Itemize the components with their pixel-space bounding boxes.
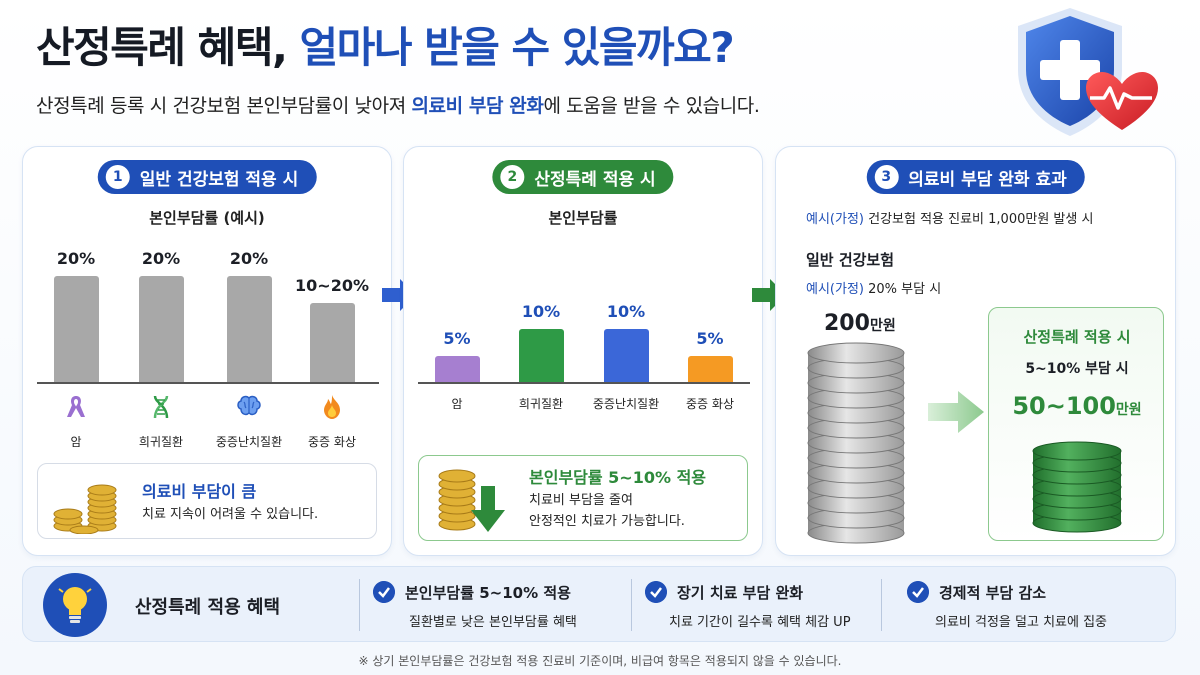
flame-icon xyxy=(324,395,340,419)
bar-column: 10% xyxy=(586,302,666,382)
bar-chart-general: 20% 20% 20% 10~20% xyxy=(23,237,393,382)
bar-column: 20% xyxy=(209,249,289,382)
card-text: 안정적인 치료가 가능합니다. xyxy=(529,514,685,529)
card-heading: 의료비 부담이 큼 xyxy=(142,482,257,501)
general-amount: 200만원 xyxy=(824,311,896,336)
bar-value-label: 5% xyxy=(696,328,724,348)
panel-relief-effect: 3 의료비 부담 완화 효과 예시(가정) 건강보험 적용 진료비 1,000만… xyxy=(775,146,1176,556)
bar xyxy=(687,355,733,382)
category-label: 암 xyxy=(70,435,82,449)
lightbulb-badge xyxy=(43,573,107,637)
category-label: 중증난치질환 xyxy=(592,397,660,411)
bar-column: 10~20% xyxy=(292,275,372,382)
card-heading: 본인부담률 5~10% 적용 xyxy=(529,468,707,487)
dna-icon xyxy=(153,395,169,419)
special-result-box: 산정특례 적용 시 5~10% 부담 시 50~100만원 xyxy=(988,307,1164,541)
special-title: 산정특례 적용 시 xyxy=(1023,328,1131,346)
bar-value-label: 20% xyxy=(56,249,96,268)
divider xyxy=(359,579,360,631)
panel-subtitle: 본인부담률 (예시) xyxy=(149,209,265,227)
coin-down-arrow-icon xyxy=(438,469,505,532)
bar-value-label: 10~20% xyxy=(295,275,369,295)
benefit-heading: 장기 치료 부담 완화 xyxy=(677,584,804,602)
coin-top xyxy=(807,342,905,364)
category-label: 중증 화상 xyxy=(686,397,734,411)
lightbulb-icon xyxy=(58,587,92,623)
bar xyxy=(309,302,355,382)
benefits-banner: 산정특례 적용 혜택 본인부담률 5~10% 적용 질환별로 낮은 본인부담률 … xyxy=(22,566,1176,642)
chart-axis xyxy=(418,382,750,384)
info-card-reduced-rate: 본인부담률 5~10% 적용 치료비 부담을 줄여 안정적인 치료가 가능합니다… xyxy=(418,455,748,541)
bar xyxy=(434,355,480,382)
silver-coin-stack-icon xyxy=(807,342,905,544)
example-condition: 예시(가정) 건강보험 적용 진료비 1,000만원 발생 시 xyxy=(806,212,1094,227)
divider xyxy=(631,579,632,631)
page-subtitle: 산정특례 등록 시 건강보험 본인부담률이 낮아져 의료비 부담 완화에 도움을… xyxy=(36,95,760,117)
bar-chart-special: 5% 10% 10% 5% xyxy=(404,287,764,382)
bar-column: 20% xyxy=(36,249,116,382)
category-label: 희귀질환 xyxy=(518,397,564,411)
general-title: 일반 건강보험 xyxy=(806,251,895,269)
info-card-high-burden: 의료비 부담이 큼 치료 지속이 어려울 수 있습니다. xyxy=(37,463,377,539)
card-text: 치료 지속이 어려울 수 있습니다. xyxy=(142,507,319,522)
panel-general-insurance: 1 일반 건강보험 적용 시 본인부담률 (예시) 20% 20% 20% 10~20… xyxy=(22,146,392,556)
category-label: 중증 화상 xyxy=(308,435,356,449)
panel-label-effect: 3 의료비 부담 완화 효과 xyxy=(866,160,1085,194)
bar xyxy=(518,329,564,382)
card-text: 치료비 부담을 줄여 xyxy=(529,493,633,508)
bar xyxy=(138,276,184,382)
bar-value-label: 10% xyxy=(606,302,646,321)
bar-column: 5% xyxy=(417,328,497,382)
bar-column: 5% xyxy=(670,328,750,382)
special-amount: 50~100만원 xyxy=(1012,392,1142,420)
benefit-text: 질환별로 낮은 본인부담률 혜택 xyxy=(409,615,577,630)
panel-label-general: 1 일반 건강보험 적용 시 xyxy=(97,160,317,194)
chart-axis xyxy=(37,382,379,384)
check-icon xyxy=(907,581,929,603)
bar-column: 10% xyxy=(501,302,581,382)
banner-title: 산정특례 적용 혜택 xyxy=(135,597,281,618)
bar xyxy=(226,276,272,382)
panel-subtitle: 본인부담률 xyxy=(548,209,618,227)
divider xyxy=(881,579,882,631)
arrow-right-icon xyxy=(928,391,984,433)
check-icon xyxy=(645,581,667,603)
ribbon-icon xyxy=(67,396,85,417)
shield-heart-icon xyxy=(1018,8,1158,136)
benefit-heading: 본인부담률 5~10% 적용 xyxy=(405,584,571,602)
benefit-text: 의료비 걱정을 덜고 치료에 집중 xyxy=(935,615,1108,630)
bar-value-label: 20% xyxy=(141,249,181,268)
benefit-heading: 경제적 부담 감소 xyxy=(939,584,1047,602)
bar xyxy=(53,276,99,382)
panel-label-special: 2 산정특례 적용 시 xyxy=(492,160,674,194)
coin-stack-icon xyxy=(53,484,117,534)
category-label: 중증난치질환 xyxy=(215,435,283,449)
page-title: 산정특례 혜택, 얼마나 받을 수 있을까요? xyxy=(36,23,735,72)
category-label: 희귀질환 xyxy=(138,435,184,449)
special-rate: 5~10% 부담 시 xyxy=(1025,361,1129,377)
coin-top xyxy=(1032,441,1122,461)
bar-value-label: 5% xyxy=(443,328,471,348)
bar-column: 20% xyxy=(121,249,201,382)
brain-icon xyxy=(237,395,261,416)
bar-value-label: 20% xyxy=(229,249,269,268)
footnote: ※ 상기 본인부담률은 건강보험 적용 진료비 기준이며, 비급여 항목은 적용… xyxy=(358,654,842,668)
green-coin-stack-icon xyxy=(1032,441,1122,533)
general-condition: 예시(가정) 20% 부담 시 xyxy=(806,282,942,297)
check-icon xyxy=(373,581,395,603)
category-label: 암 xyxy=(451,397,463,411)
bar-value-label: 10% xyxy=(521,302,561,321)
benefit-text: 치료 기간이 길수록 혜택 체감 UP xyxy=(669,615,851,630)
panel-special-case: 2 산정특례 적용 시 본인부담률 5% 10% 10% 5% 암 희귀질환 중증난치… xyxy=(403,146,763,556)
bar xyxy=(603,329,649,382)
